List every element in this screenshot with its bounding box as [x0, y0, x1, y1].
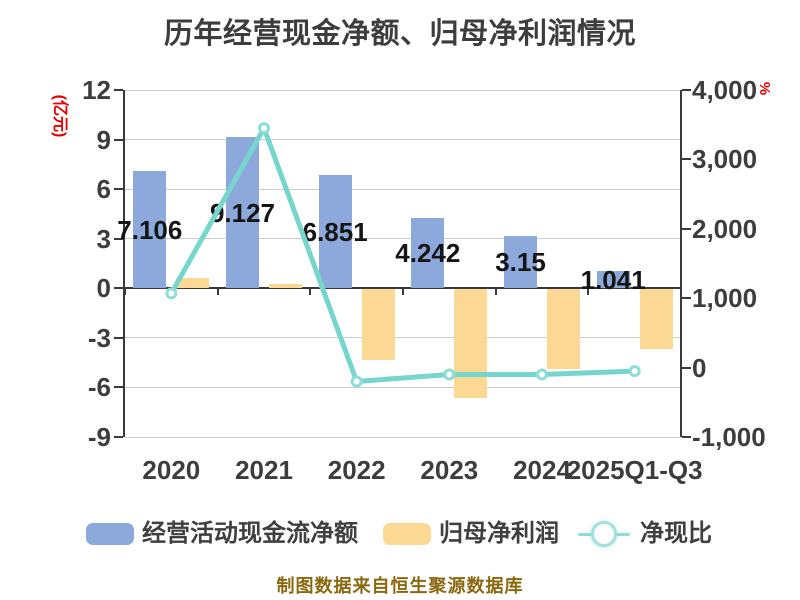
bar-net-profit [454, 289, 488, 399]
legend-label-net-profit: 归母净利润 [439, 520, 559, 547]
grid-line [125, 139, 681, 141]
right-axis-tick [682, 366, 691, 369]
right-axis-tick [682, 227, 691, 230]
bar-value-label: 1.041 [580, 264, 646, 295]
chart-title: 历年经营现金净额、归母净利润情况 [163, 18, 636, 50]
x-axis-tick [124, 288, 126, 296]
x-axis-tick-label: 2023 [420, 455, 479, 485]
legend: 经营活动现金流净额 归母净利润 净现比 [0, 516, 800, 552]
y-axis-tick-label-right: 1,000 [692, 283, 758, 314]
x-axis-tick [216, 288, 219, 296]
grid-line [125, 188, 681, 190]
legend-item-net-cash-ratio[interactable]: 净现比 [578, 516, 718, 552]
right-axis-tick [682, 158, 691, 161]
y-axis-tick-label-right: 3,000 [692, 144, 758, 175]
legend-swatch-operating-cash-flow-icon [86, 523, 134, 545]
y-axis-tick-label-right: -1,000 [692, 422, 766, 452]
bar-net-profit [176, 278, 210, 289]
legend-item-operating-cash-flow[interactable]: 经营活动现金流净额 [86, 516, 366, 552]
legend-label-operating-cash-flow: 经营活动现金流净额 [142, 520, 358, 547]
y-axis-tick-label-left: 0 [96, 273, 111, 304]
y-axis-tick-label-right: 2,000 [692, 213, 758, 244]
bar-net-profit [269, 284, 302, 289]
y-axis-tick-label-left: 6 [96, 174, 111, 205]
left-axis-tick [114, 138, 123, 141]
right-axis-unit-label: % [756, 81, 774, 96]
legend-swatch-net-profit-icon [383, 523, 431, 545]
x-axis-tick [402, 288, 404, 296]
y-axis-tick-label-left: -9 [87, 422, 111, 452]
y-axis-tick-label-left: -6 [87, 372, 111, 403]
net-cash-ratio-point [258, 122, 270, 135]
x-axis-tick [309, 288, 312, 296]
right-axis-tick [682, 436, 691, 438]
bar-net-profit [547, 289, 580, 369]
grid-line [125, 386, 681, 388]
legend-item-net-profit[interactable]: 归母净利润 [383, 516, 568, 552]
y-axis-tick-label-left: 3 [96, 223, 111, 254]
x-axis-tick-label: 2022 [327, 455, 386, 485]
x-axis-tick-label: 2021 [235, 455, 293, 485]
x-axis-tick [494, 288, 497, 296]
y-axis-tick-label-left: 12 [82, 75, 111, 105]
left-axis-tick [114, 336, 123, 339]
y-axis-tick-label-right: 4,000 [692, 75, 758, 105]
left-axis-tick [114, 436, 123, 438]
y-axis-tick-label-right: 0 [692, 352, 707, 383]
left-axis-tick [114, 287, 123, 290]
legend-label-net-cash-ratio: 净现比 [640, 520, 712, 547]
net-cash-ratio-point [536, 368, 548, 381]
net-cash-ratio-point [628, 365, 641, 378]
grid-line [125, 337, 681, 339]
left-axis-line [123, 90, 125, 437]
grid-line [125, 436, 681, 438]
net-cash-ratio-point [443, 368, 456, 381]
bar-operating-cash-flow [133, 170, 167, 289]
bar-net-profit [361, 289, 395, 361]
legend-marker-net-cash-ratio-icon [591, 521, 617, 547]
net-cash-ratio-point [165, 287, 178, 300]
grid-line [125, 89, 681, 91]
x-axis-tick-label: 2025Q1-Q3 [566, 455, 703, 485]
right-axis-tick [682, 297, 691, 300]
x-axis-tick-label: 2020 [142, 455, 201, 485]
left-axis-tick [114, 89, 123, 91]
left-axis-tick [114, 386, 123, 389]
bar-net-profit [639, 289, 673, 349]
right-axis-line [680, 90, 682, 437]
left-axis-tick [114, 188, 123, 191]
left-axis-tick [114, 237, 123, 240]
x-axis-tick-label: 2024 [513, 455, 571, 485]
x-axis-tick [680, 288, 682, 296]
data-source-caption: 制图数据来自恒生聚源数据库 [276, 576, 524, 596]
right-axis-tick [682, 89, 691, 91]
y-axis-tick-label-left: -3 [87, 322, 111, 353]
y-axis-tick-label-left: 9 [96, 124, 111, 155]
net-cash-ratio-point [350, 375, 363, 388]
